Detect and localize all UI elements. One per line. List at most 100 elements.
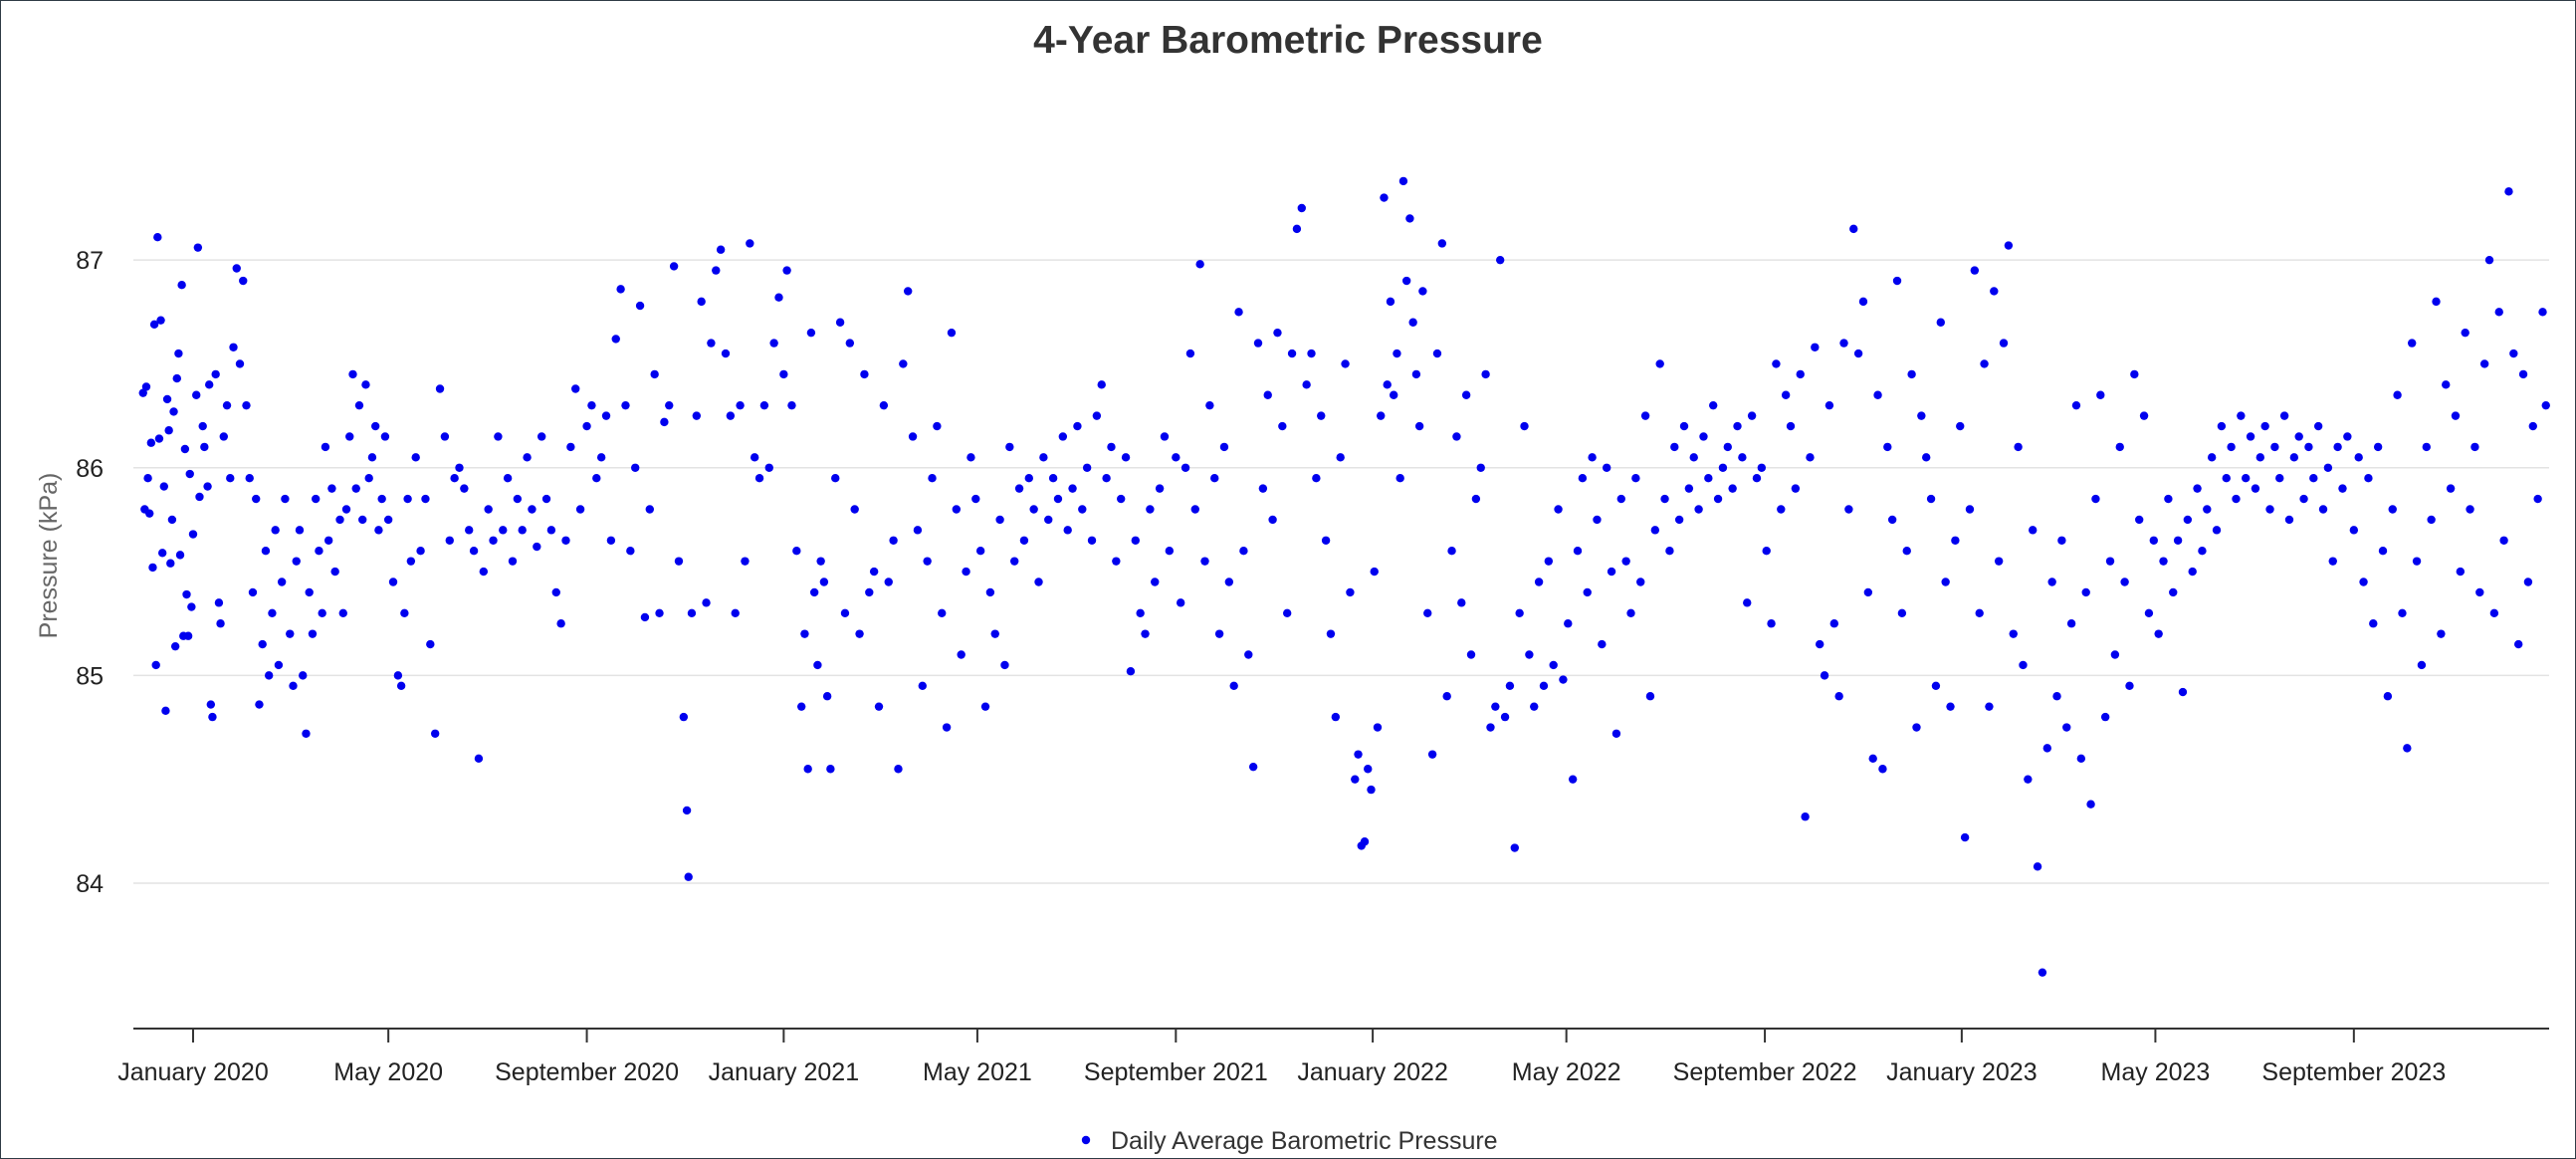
data-point (164, 426, 173, 435)
data-point (315, 547, 323, 556)
data-point (180, 444, 190, 454)
data-point (2378, 547, 2388, 556)
data-point (299, 671, 308, 680)
data-point (1825, 400, 1834, 410)
data-point (226, 473, 235, 483)
data-point (1107, 442, 1116, 452)
data-point (551, 587, 560, 597)
data-point (566, 442, 575, 452)
data-point (1655, 359, 1664, 368)
data-point (302, 729, 311, 738)
data-point (1307, 348, 1316, 358)
data-point (1471, 494, 1481, 504)
data-point (1263, 390, 1272, 399)
data-point (2383, 692, 2393, 701)
data-point (855, 629, 864, 638)
data-point (203, 482, 212, 491)
data-point (1457, 598, 1466, 607)
data-point (2432, 297, 2441, 307)
data-point (2289, 453, 2299, 462)
data-point (606, 536, 616, 545)
data-point (826, 765, 835, 774)
data-point (923, 557, 932, 566)
data-point (148, 563, 157, 573)
data-point (1427, 750, 1437, 759)
data-point (1039, 453, 1048, 462)
data-point (2513, 639, 2523, 649)
data-point (1593, 515, 1602, 525)
data-point (2407, 339, 2417, 348)
data-point (1268, 515, 1277, 525)
data-point (759, 400, 769, 410)
data-point (1564, 619, 1573, 628)
data-point (2299, 494, 2308, 504)
data-point (1936, 318, 1945, 327)
data-point (1806, 453, 1815, 462)
data-point (2130, 369, 2139, 379)
data-point (2135, 515, 2144, 525)
data-point (1820, 671, 1829, 680)
data-point (2494, 308, 2503, 317)
data-point (204, 380, 214, 389)
data-point (421, 494, 430, 504)
data-point (2388, 505, 2397, 514)
data-point (206, 700, 216, 709)
data-point (1887, 515, 1897, 525)
data-point (141, 382, 151, 391)
data-point (2523, 578, 2533, 586)
data-point (1126, 667, 1136, 676)
data-point (239, 276, 248, 286)
data-point (1868, 754, 1877, 764)
data-point (2338, 484, 2347, 493)
data-point (571, 384, 580, 393)
data-point (348, 369, 357, 379)
data-point (2398, 608, 2407, 617)
data-point (1999, 339, 2009, 348)
data-point (145, 509, 154, 518)
y-tick-label: 84 (76, 870, 104, 898)
data-point (899, 359, 908, 368)
data-point (143, 473, 152, 483)
data-point (2242, 473, 2251, 483)
data-point (157, 549, 167, 558)
data-point (2504, 187, 2513, 196)
data-point (489, 536, 498, 545)
data-point (1975, 608, 1984, 617)
data-point (255, 700, 264, 709)
data-point (952, 505, 962, 514)
data-point (338, 608, 347, 617)
data-point (235, 359, 245, 368)
data-point (2437, 629, 2446, 638)
data-point (1665, 547, 1674, 556)
data-point (1146, 505, 1155, 514)
data-point (1014, 484, 1024, 493)
data-point (2203, 505, 2212, 514)
data-point (286, 629, 295, 638)
data-point (474, 754, 484, 764)
data-point (1631, 473, 1640, 483)
data-point (616, 285, 625, 294)
data-point (2260, 421, 2269, 431)
data-point (1781, 390, 1791, 399)
data-point (746, 239, 754, 248)
data-point (1380, 193, 1389, 202)
data-point (1786, 421, 1796, 431)
data-point (312, 494, 321, 504)
data-point (2279, 411, 2289, 420)
data-point (219, 432, 228, 441)
data-point (229, 343, 238, 351)
data-point (2047, 578, 2056, 586)
data-point (1640, 411, 1650, 420)
legend[interactable]: Daily Average Barometric Pressure (1081, 1127, 1498, 1155)
data-point (601, 411, 611, 420)
data-point (1598, 639, 1607, 649)
data-point (779, 369, 788, 379)
data-point (2217, 421, 2227, 431)
data-point (1248, 762, 1258, 772)
data-point (1515, 608, 1524, 617)
data-point (479, 567, 489, 577)
data-point (750, 453, 759, 462)
data-point (1980, 359, 1989, 368)
data-points (138, 176, 2550, 977)
